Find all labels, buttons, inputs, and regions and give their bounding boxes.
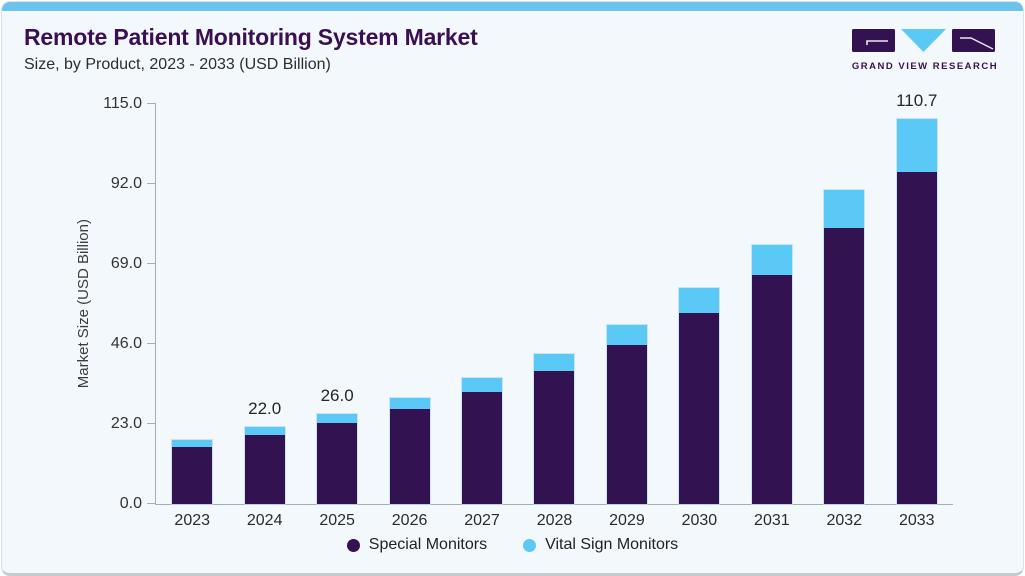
- bar-2033: [896, 119, 937, 504]
- x-axis-label-2030: 2030: [681, 512, 718, 529]
- bar-segment-special-monitors: [244, 435, 285, 504]
- bars-row: 2023 22.0 2024 26.0 2025 2026 2027 2028 2029 2030…: [156, 91, 953, 529]
- bar-segment-special-monitors: [462, 392, 503, 504]
- bar-segment-vital-sign-monitors: [824, 189, 865, 228]
- bar-group-2026: 2026: [373, 104, 445, 529]
- y-tick-mark: [147, 503, 156, 504]
- x-axis-label-2027: 2027: [464, 512, 500, 529]
- bar-segment-vital-sign-monitors: [679, 288, 720, 314]
- bar-segment-vital-sign-monitors: [751, 244, 792, 275]
- bar-2030: [679, 288, 720, 504]
- legend-dot-special-monitors: [346, 538, 360, 552]
- y-tick-mark: [147, 343, 156, 344]
- bar-2025: [317, 413, 358, 504]
- bar-2028: [534, 354, 575, 504]
- bar-segment-special-monitors: [534, 371, 575, 504]
- legend-item-vital-sign-monitors: Vital Sign Monitors: [523, 536, 678, 554]
- bar-segment-vital-sign-monitors: [389, 397, 430, 409]
- x-axis-label-2031: 2031: [754, 512, 790, 529]
- x-axis-label-2023: 2023: [174, 512, 211, 529]
- legend: Special Monitors Vital Sign Monitors: [2, 536, 1023, 554]
- y-tick-label: 23.0: [110, 415, 142, 432]
- y-tick-label: 115.0: [103, 95, 142, 112]
- bar-segment-special-monitors: [389, 409, 430, 504]
- x-axis-label-2033: 2033: [898, 512, 935, 529]
- bar-value-label: 110.7: [896, 90, 938, 110]
- bar-group-2028: 2028: [518, 104, 590, 529]
- bar-segment-vital-sign-monitors: [462, 378, 503, 392]
- bar-group-2024: 22.0 2024: [228, 104, 300, 529]
- bar-group-2032: 2032: [808, 104, 880, 529]
- gvr-logo: GRAND VIEW RESEARCH: [851, 28, 999, 72]
- bar-segment-special-monitors: [606, 345, 647, 504]
- bar-segment-special-monitors: [751, 274, 792, 504]
- bar-segment-vital-sign-monitors: [172, 439, 213, 447]
- gvr-logo-text: GRAND VIEW RESEARCH: [851, 61, 999, 72]
- bar-2029: [606, 324, 647, 504]
- page-subtitle: Size, by Product, 2023 - 2033 (USD Billi…: [24, 56, 331, 73]
- x-axis-label-2029: 2029: [609, 512, 645, 529]
- bar-group-2031: 2031: [736, 104, 808, 529]
- x-axis-label-2025: 2025: [319, 512, 355, 529]
- bar-segment-vital-sign-monitors: [896, 119, 937, 173]
- gvr-logo-icon: [852, 29, 995, 52]
- bar-segment-vital-sign-monitors: [606, 324, 647, 345]
- bar-segment-special-monitors: [896, 172, 937, 504]
- bar-segment-vital-sign-monitors: [244, 427, 285, 436]
- legend-dot-vital-sign-monitors: [523, 538, 537, 552]
- bar-group-2033: 110.7 2033: [881, 91, 953, 529]
- bar-group-2029: 2029: [591, 104, 663, 529]
- y-tick-mark: [147, 183, 156, 184]
- legend-item-special-monitors: Special Monitors: [346, 536, 488, 554]
- y-tick-label: 92.0: [110, 175, 142, 192]
- bar-value-label: 22.0: [248, 399, 282, 419]
- header: Remote Patient Monitoring System Market …: [24, 24, 478, 74]
- legend-label: Vital Sign Monitors: [545, 536, 679, 553]
- legend-label: Special Monitors: [368, 536, 488, 553]
- x-axis-label-2024: 2024: [246, 512, 283, 529]
- bar-2024: [244, 427, 285, 504]
- bar-value-label: 26.0: [320, 385, 354, 405]
- plot-area: Market Size (USD Billion) 0.0 23.0 46.0 69.…: [75, 91, 953, 529]
- bar-2027: [462, 378, 503, 504]
- bar-segment-special-monitors: [824, 227, 865, 504]
- bar-segment-vital-sign-monitors: [534, 354, 575, 372]
- bar-2023: [172, 439, 213, 504]
- page-title: Remote Patient Monitoring System Market: [24, 24, 478, 50]
- x-axis-label-2032: 2032: [826, 512, 863, 529]
- bar-group-2027: 2027: [446, 104, 518, 529]
- x-axis-label-2026: 2026: [391, 512, 428, 529]
- top-accent-bar: [2, 2, 1023, 11]
- y-tick-mark: [147, 103, 156, 104]
- bar-2026: [389, 397, 430, 504]
- bar-group-2025: 26.0 2025: [301, 104, 373, 529]
- bar-segment-special-monitors: [679, 313, 720, 504]
- x-axis-label-2028: 2028: [536, 512, 573, 529]
- bar-2031: [751, 244, 792, 504]
- bar-segment-special-monitors: [317, 423, 358, 504]
- bar-segment-special-monitors: [172, 446, 213, 504]
- bar-group-2023: 2023: [156, 104, 228, 529]
- y-tick-mark: [147, 423, 156, 424]
- y-tick-label: 69.0: [110, 255, 142, 272]
- bar-segment-vital-sign-monitors: [317, 413, 358, 424]
- bar-2032: [824, 189, 865, 504]
- y-tick-label: 46.0: [110, 335, 142, 352]
- bar-group-2030: 2030: [663, 104, 735, 529]
- y-tick-label: 0.0: [119, 495, 142, 512]
- y-axis-title: Market Size (USD Billion): [74, 219, 92, 389]
- y-axis-title-wrap: Market Size (USD Billion): [72, 104, 94, 504]
- y-tick-mark: [147, 263, 156, 264]
